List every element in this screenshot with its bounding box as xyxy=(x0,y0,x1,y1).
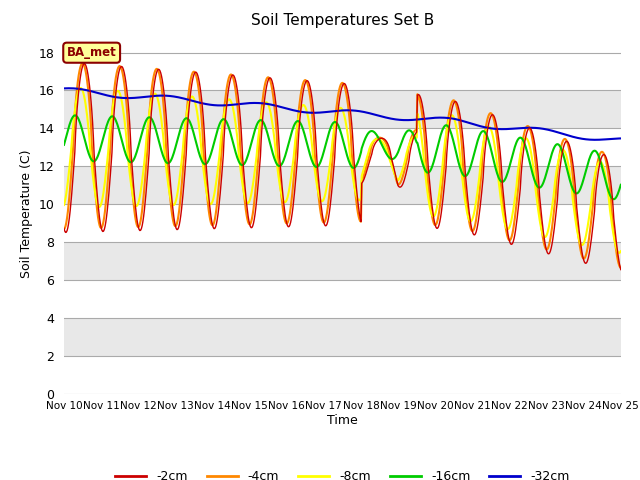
Bar xyxy=(64,280,621,318)
Text: BA_met: BA_met xyxy=(67,46,116,59)
Bar xyxy=(64,52,621,90)
Bar xyxy=(64,128,621,166)
Title: Soil Temperatures Set B: Soil Temperatures Set B xyxy=(251,13,434,28)
Y-axis label: Soil Temperature (C): Soil Temperature (C) xyxy=(20,149,33,278)
Bar xyxy=(64,166,621,204)
Bar xyxy=(64,318,621,356)
X-axis label: Time: Time xyxy=(327,414,358,427)
Bar xyxy=(64,90,621,128)
Bar xyxy=(64,356,621,394)
Bar xyxy=(64,242,621,280)
Bar xyxy=(64,204,621,242)
Legend: -2cm, -4cm, -8cm, -16cm, -32cm: -2cm, -4cm, -8cm, -16cm, -32cm xyxy=(110,465,575,480)
